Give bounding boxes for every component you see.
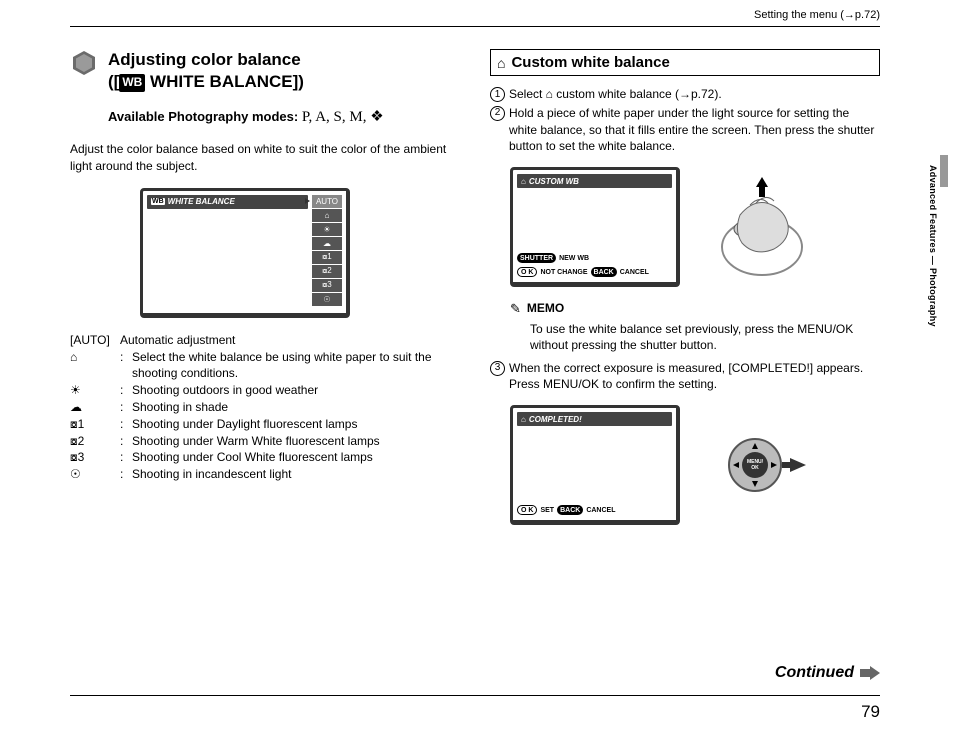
wb-desc: Shooting in incandescent light — [132, 466, 460, 483]
lcd-title: WHITE BALANCE — [168, 197, 235, 206]
shutter-pill: SHUTTER — [517, 253, 556, 263]
lcd-customwb-diagram: ⌂ CUSTOM WB SHUTTER NEW WB O K NOT CHANG… — [510, 167, 680, 287]
wb-tiny-icon: WB — [151, 198, 165, 205]
lcd-option: ☀ — [312, 223, 342, 236]
step-number-icon: 2 — [490, 106, 505, 121]
custom-wb-heading: ⌂ Custom white balance — [490, 49, 880, 76]
step-number-icon: 3 — [490, 361, 505, 376]
lcd-option: ☉ — [312, 293, 342, 306]
ok-pill: O K — [517, 267, 537, 277]
lcd-option: ⧇1 — [312, 251, 342, 264]
lcd-bottom-row2: O K NOT CHANGE BACK CANCEL — [517, 266, 672, 278]
title-line1: Adjusting color balance — [108, 50, 301, 69]
available-label: Available Photography modes: — [108, 109, 302, 124]
wb-key: ☁ — [70, 399, 120, 416]
page-number: 79 — [861, 702, 880, 722]
pencil-icon: ✎ — [510, 301, 521, 317]
manual-page: Setting the menu (→p.72) Advanced Featur… — [70, 26, 880, 726]
lcd-titlebar: ⌂ COMPLETED! — [517, 412, 672, 426]
available-modes: Available Photography modes: P, A, S, M,… — [108, 107, 460, 127]
left-column: Adjusting color balance ([WB WHITE BALAN… — [70, 49, 460, 539]
step-text: When the correct exposure is measured, [… — [509, 360, 880, 394]
step-text: Select ⌂ custom white balance (→p.72). — [509, 86, 880, 103]
numbered-steps: 1Select ⌂ custom white balance (→p.72). … — [490, 86, 880, 155]
lcd-text: SET — [540, 507, 554, 514]
wb-desc: Automatic adjustment — [120, 332, 460, 349]
lcd-titlebar: WB WHITE BALANCE — [147, 195, 308, 209]
intro-text: Adjust the color balance based on white … — [70, 141, 460, 173]
continued-label: Continued — [775, 664, 854, 682]
hexagon-bullet-icon — [70, 49, 98, 77]
ok-pill: O K — [517, 505, 537, 515]
back-pill: BACK — [591, 267, 617, 277]
memo-row: ✎ MEMO — [510, 301, 880, 317]
side-tab-marker — [940, 155, 948, 187]
lcd-options-column: AUTO ⌂ ☀ ☁ ⧇1 ⧇2 ⧇3 ☉ — [312, 195, 342, 306]
lcd-text: NOT CHANGE — [540, 269, 587, 276]
lcd-option: ☁ — [312, 237, 342, 250]
wb-key: ⧇1 — [70, 416, 120, 433]
step-text: Hold a piece of white paper under the li… — [509, 105, 880, 155]
memo-label: MEMO — [527, 301, 564, 317]
wb-key: ☉ — [70, 466, 120, 483]
lcd-option: AUTO — [312, 195, 342, 208]
wb-key: [AUTO] — [70, 332, 120, 349]
wb-mode-list: [AUTO]Automatic adjustment ⌂:Select the … — [70, 332, 460, 483]
lcd-text: CANCEL — [620, 269, 649, 276]
lcd-bottom-row1: SHUTTER NEW WB — [517, 252, 672, 264]
lcd-whitebalance-diagram: WB WHITE BALANCE AUTO ⌂ ☀ ☁ ⧇1 ⧇2 ⧇3 ☉ — [140, 188, 350, 318]
preset-icon: ⌂ — [497, 55, 505, 71]
lcd-title: CUSTOM WB — [529, 177, 579, 186]
footer-rule — [70, 695, 880, 696]
lcd-option: ⧇2 — [312, 265, 342, 278]
wb-desc: Shooting under Warm White fluorescent la… — [132, 433, 460, 450]
wb-key: ☀ — [70, 382, 120, 399]
title-line2-prefix: ([ — [108, 72, 119, 91]
lcd-completed-diagram: ⌂ COMPLETED! O K SET BACK CANCEL — [510, 405, 680, 525]
wb-key: ⌂ — [70, 349, 120, 383]
available-modes-list: P, A, S, M, ❖ — [302, 109, 384, 125]
heading-text: Custom white balance — [511, 54, 669, 71]
wb-desc: Select the white balance be using white … — [132, 349, 460, 383]
lcd-option: ⧇3 — [312, 279, 342, 292]
lcd-titlebar: ⌂ CUSTOM WB — [517, 174, 672, 188]
wb-key: ⧇2 — [70, 433, 120, 450]
svg-text:OK: OK — [751, 465, 759, 471]
menuok-press-illustration: MENU/ OK — [710, 413, 815, 518]
numbered-steps-cont: 3 When the correct exposure is measured, … — [490, 360, 880, 394]
title-line2-suffix: WHITE BALANCE]) — [145, 72, 304, 91]
side-tab: Advanced Features — Photography — [890, 155, 940, 395]
section-title: Adjusting color balance ([WB WHITE BALAN… — [108, 49, 304, 93]
arrow-right-icon — [860, 666, 880, 680]
lcd-title: COMPLETED! — [529, 415, 582, 424]
wb-desc: Shooting under Daylight fluorescent lamp… — [132, 416, 460, 433]
wb-key: ⧇3 — [70, 449, 120, 466]
step-number-icon: 1 — [490, 87, 505, 102]
wb-desc: Shooting under Cool White fluorescent la… — [132, 449, 460, 466]
wb-desc: Shooting in shade — [132, 399, 460, 416]
wb-badge-icon: WB — [119, 74, 145, 92]
lcd-option: ⌂ — [312, 209, 342, 222]
lcd-text: NEW WB — [559, 255, 589, 262]
right-column: ⌂ Custom white balance 1 Select ⌂ custom … — [490, 49, 880, 539]
lcd-text: CANCEL — [586, 507, 615, 514]
wb-desc: Shooting outdoors in good weather — [132, 382, 460, 399]
shutter-press-illustration — [710, 175, 815, 280]
side-tab-label: Advanced Features — Photography — [928, 165, 938, 327]
header-reference: Setting the menu (→p.72) — [754, 9, 880, 21]
continued-indicator: Continued — [775, 664, 880, 682]
memo-text: To use the white balance set previously,… — [530, 321, 880, 353]
back-pill: BACK — [557, 505, 583, 515]
lcd-bottom-row: O K SET BACK CANCEL — [517, 504, 672, 516]
